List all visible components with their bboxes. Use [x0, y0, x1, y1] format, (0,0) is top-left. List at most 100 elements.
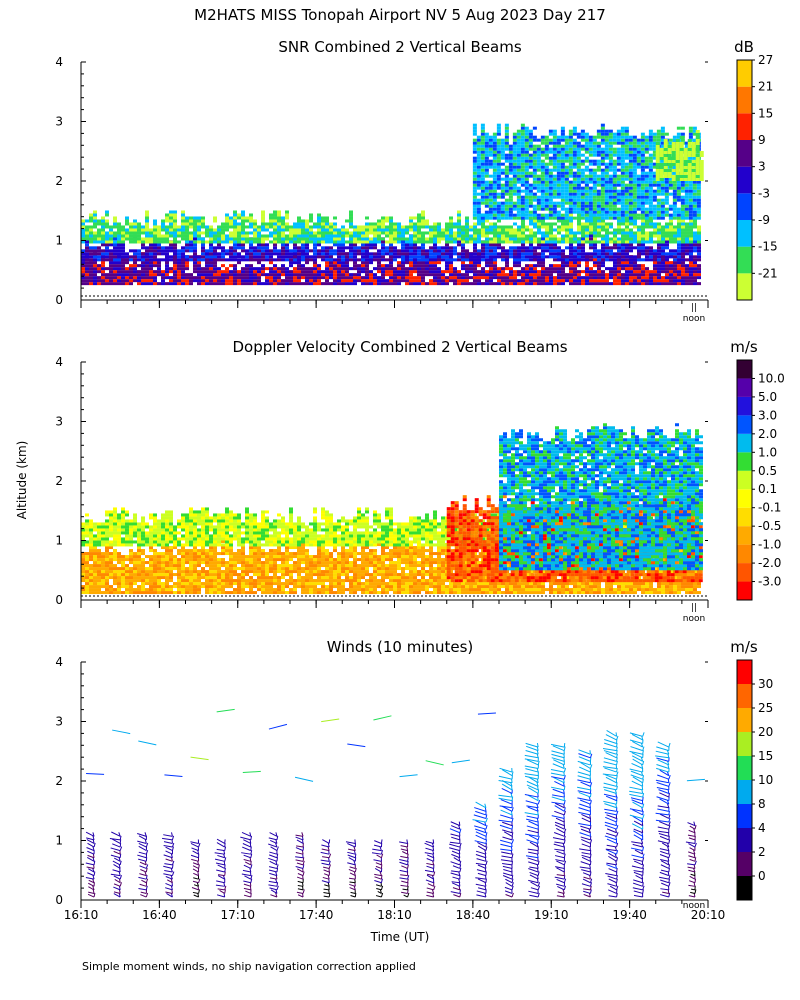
data-cell: [125, 279, 129, 283]
data-cell: [544, 156, 549, 160]
data-cell: [537, 228, 541, 232]
data-cell: [652, 210, 657, 214]
data-cell: [105, 246, 109, 250]
data-cell: [648, 171, 653, 175]
data-cell: [688, 183, 693, 187]
data-cell: [497, 240, 501, 244]
data-cell: [465, 225, 469, 229]
data-cell: [245, 282, 249, 286]
data-cell: [237, 234, 241, 238]
data-cell: [605, 246, 609, 250]
data-cell: [357, 252, 361, 256]
data-cell: [516, 201, 521, 205]
data-cell: [601, 282, 605, 286]
data-cell: [576, 186, 581, 190]
data-cell: [680, 198, 685, 202]
data-cell: [333, 216, 337, 220]
data-cell: [201, 225, 205, 229]
data-cell: [485, 228, 489, 232]
data-cell: [273, 267, 277, 271]
data-cell: [581, 276, 585, 280]
data-cell: [233, 228, 237, 232]
data-cell: [369, 246, 373, 250]
data-cell: [445, 279, 449, 283]
data-cell: [608, 129, 613, 133]
data-cell: [480, 147, 485, 151]
data-cell: [89, 282, 93, 286]
data-cell: [472, 177, 477, 181]
data-cell: [649, 258, 653, 262]
data-cell: [677, 279, 681, 283]
data-cell: [672, 210, 677, 214]
data-cell: [532, 159, 537, 163]
data-cell: [577, 255, 581, 259]
data-cell: [169, 276, 173, 280]
data-cell: [488, 195, 493, 199]
data-cell: [285, 273, 289, 277]
data-cell: [632, 150, 637, 154]
data-cell: [489, 252, 493, 256]
data-cell: [600, 189, 605, 193]
data-cell: [133, 222, 137, 226]
data-cell: [421, 237, 425, 241]
data-cell: [513, 231, 517, 235]
data-cell: [689, 243, 693, 247]
data-cell: [269, 213, 273, 217]
data-cell: [113, 225, 117, 229]
data-cell: [145, 282, 149, 286]
data-cell: [241, 246, 245, 250]
data-cell: [625, 279, 629, 283]
data-cell: [173, 270, 177, 274]
data-cell: [640, 141, 645, 145]
data-cell: [325, 231, 329, 235]
data-cell: [433, 279, 437, 283]
data-cell: [484, 141, 489, 145]
data-cell: [592, 186, 597, 190]
data-cell: [229, 279, 233, 283]
data-cell: [253, 279, 257, 283]
data-cell: [532, 171, 537, 175]
data-cell: [477, 231, 481, 235]
data-cell: [589, 237, 593, 241]
data-cell: [496, 165, 501, 169]
data-cell: [93, 255, 97, 259]
data-cell: [472, 156, 477, 160]
data-cell: [605, 243, 609, 247]
data-cell: [620, 168, 625, 172]
data-cell: [345, 246, 349, 250]
data-cell: [565, 222, 569, 226]
data-cell: [657, 222, 661, 226]
data-cell: [141, 231, 145, 235]
data-cell: [625, 243, 629, 247]
data-cell: [688, 201, 693, 205]
data-cell: [697, 267, 701, 271]
data-cell: [556, 147, 561, 151]
data-cell: [377, 267, 381, 271]
data-cell: [585, 267, 589, 271]
data-cell: [229, 252, 233, 256]
data-cell: [205, 267, 209, 271]
data-cell: [616, 132, 621, 136]
data-cell: [81, 267, 85, 271]
data-cell: [221, 270, 225, 274]
data-cell: [401, 249, 405, 253]
data-cell: [469, 270, 473, 274]
data-cell: [652, 216, 657, 220]
data-cell: [193, 252, 197, 256]
data-cell: [425, 219, 429, 223]
data-cell: [625, 258, 629, 262]
data-cell: [648, 213, 653, 217]
data-cell: [117, 276, 121, 280]
data-cell: [512, 156, 517, 160]
data-cell: [548, 156, 553, 160]
data-cell: [687, 145, 692, 148]
data-cell: [413, 240, 417, 244]
data-cell: [429, 237, 433, 241]
data-cell: [113, 261, 117, 265]
data-cell: [489, 282, 493, 286]
data-cell: [616, 192, 621, 196]
data-cell: [568, 174, 573, 178]
data-cell: [225, 240, 229, 244]
data-cell: [681, 258, 685, 262]
data-cell: [588, 171, 593, 175]
